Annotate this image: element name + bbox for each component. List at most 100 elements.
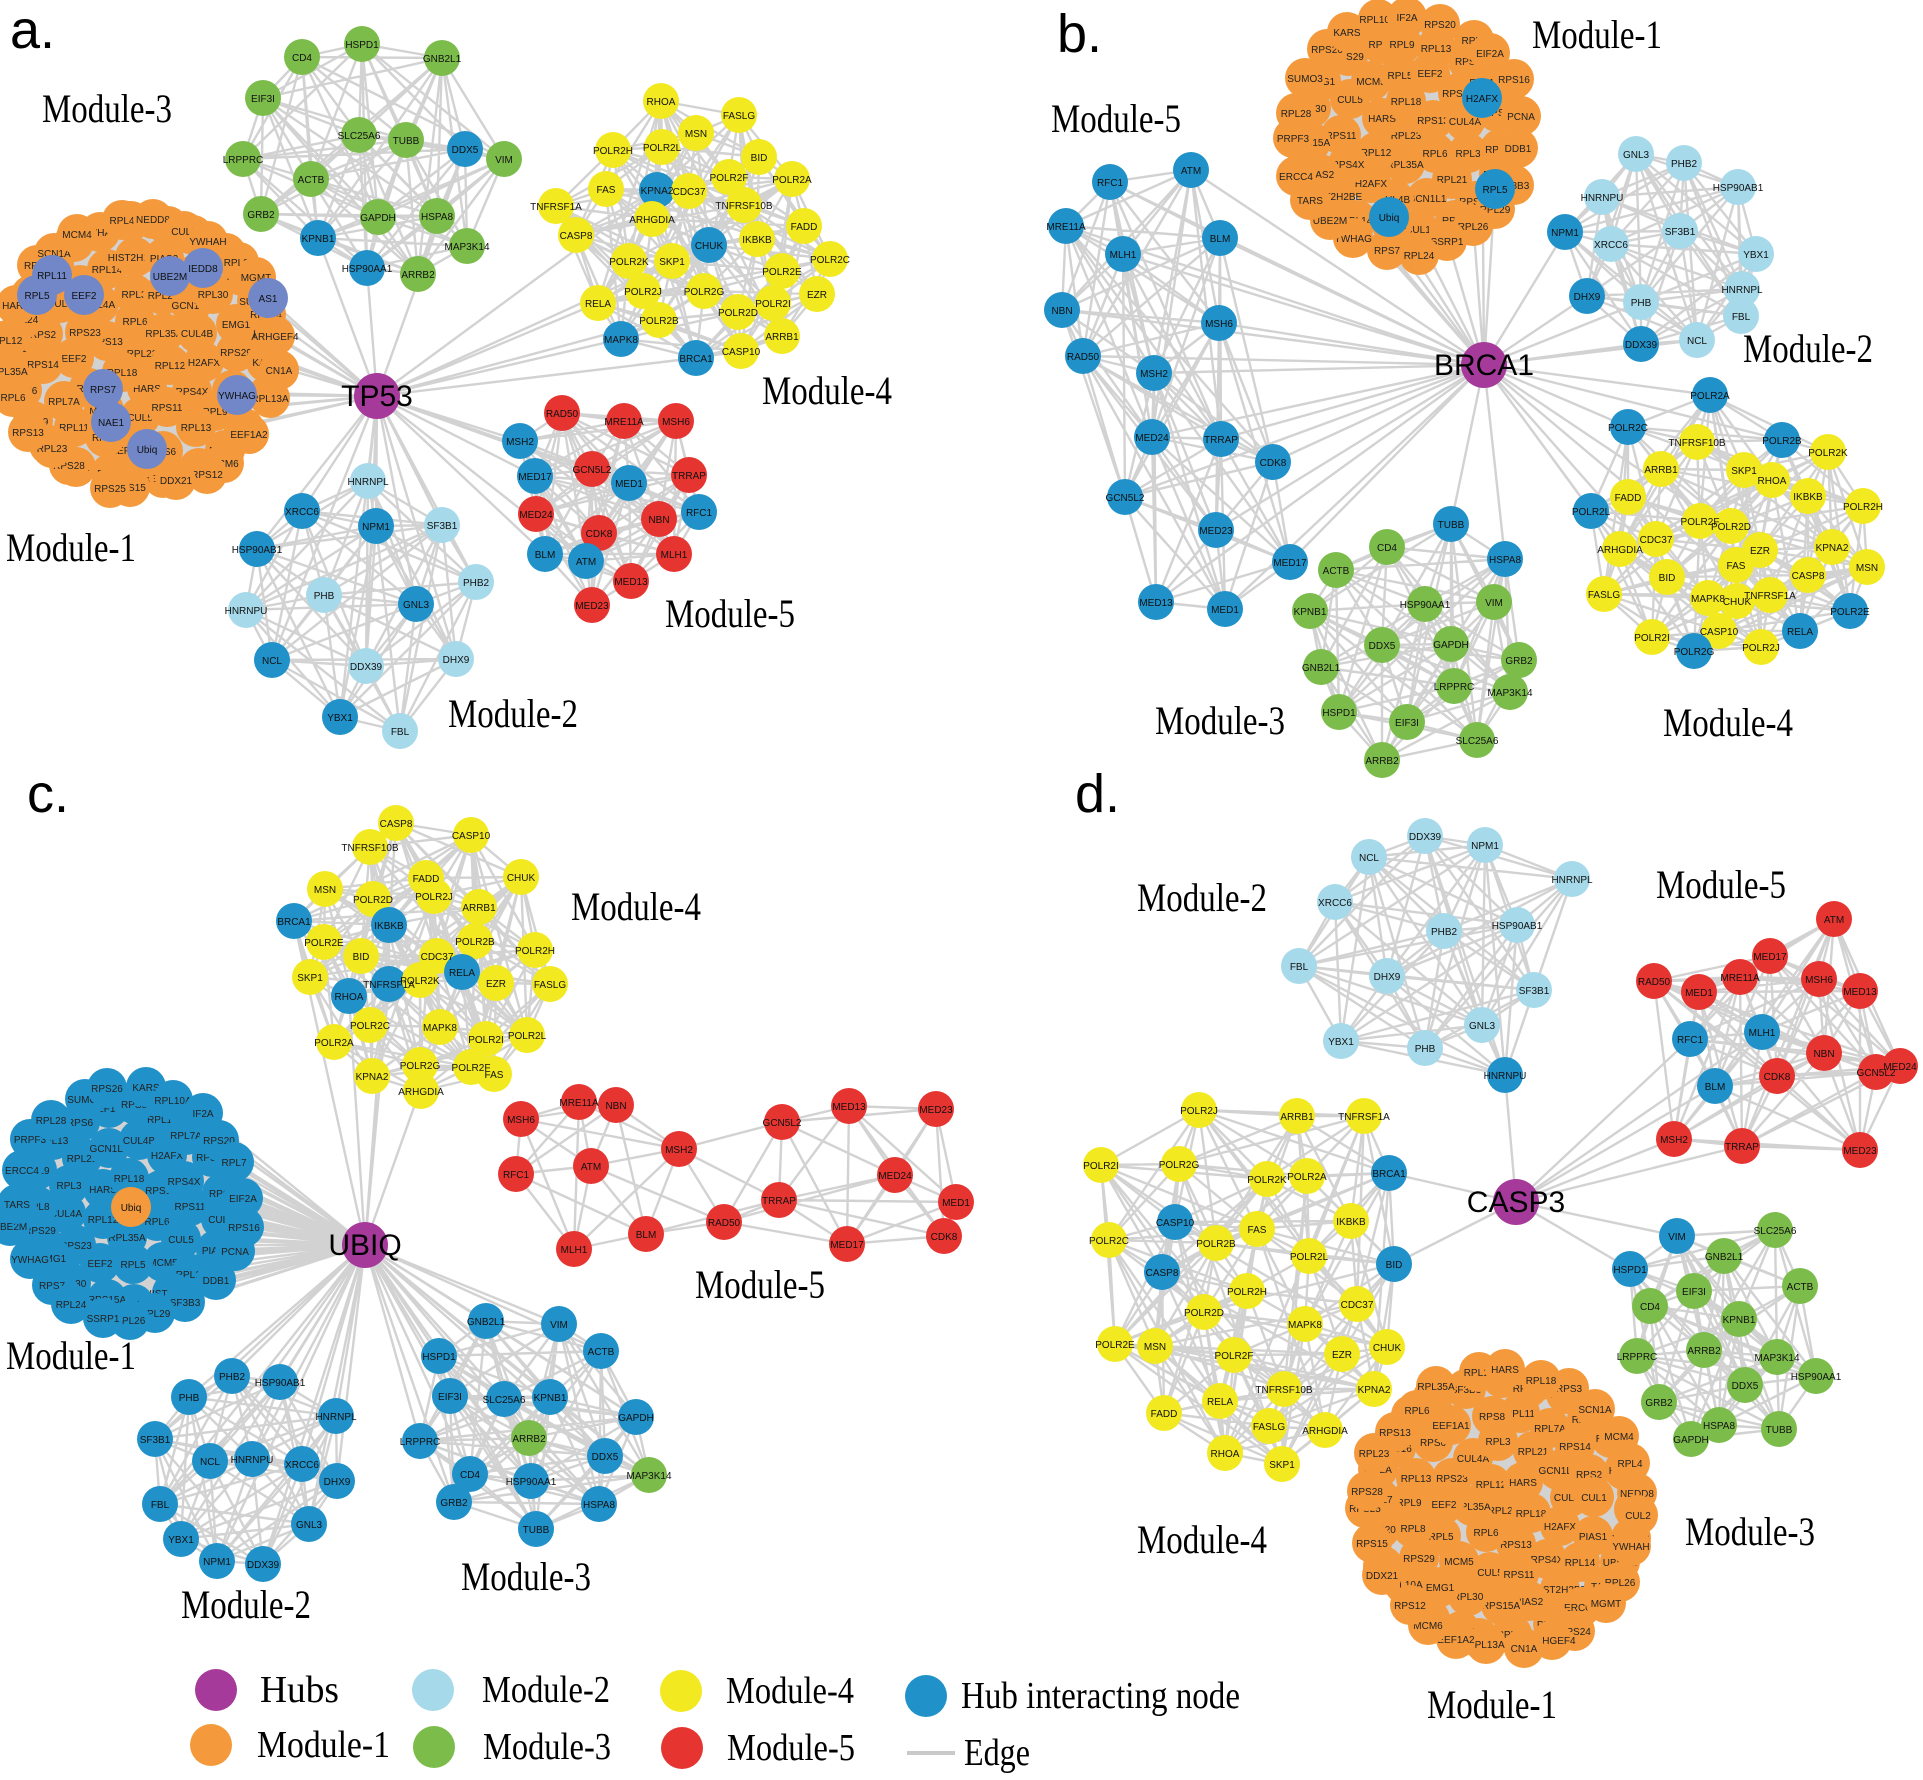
svg-text:NAE1: NAE1 [98,418,125,429]
svg-text:YWHAG: YWHAG [218,391,256,402]
svg-text:DDX39: DDX39 [1625,340,1658,351]
svg-text:SSRP1: SSRP1 [1431,237,1464,248]
svg-text:POLR2K: POLR2K [1247,1175,1287,1186]
svg-text:RELA: RELA [449,968,475,979]
svg-text:RPL7A: RPL7A [48,397,80,408]
svg-text:RPL6: RPL6 [0,393,25,404]
svg-text:CUL5: CUL5 [1477,1568,1503,1579]
svg-text:SCN1A: SCN1A [37,249,71,260]
svg-text:RPS11: RPS11 [1326,131,1357,142]
svg-text:RPS13: RPS13 [91,337,123,348]
svg-text:RPL35A: RPL35A [1453,1502,1491,1513]
svg-text:EMG1: EMG1 [222,320,251,331]
svg-text:FBL: FBL [1290,962,1309,973]
svg-text:RPS7: RPS7 [1374,246,1401,257]
svg-text:MCM4: MCM4 [62,230,92,241]
svg-text:PRPF3: PRPF3 [14,1135,47,1146]
svg-text:MED24: MED24 [519,510,553,521]
svg-text:RPL4: RPL4 [109,216,134,227]
svg-text:PIAS2: PIAS2 [1515,1597,1544,1608]
svg-text:RHOA: RHOA [1758,476,1787,487]
svg-text:KPNB1: KPNB1 [1294,607,1327,618]
svg-text:RPL13: RPL13 [181,423,212,434]
svg-text:MLH1: MLH1 [1749,1028,1776,1039]
svg-text:BLM: BLM [636,1230,657,1241]
svg-text:POLR2A: POLR2A [1690,391,1730,402]
svg-text:PHB: PHB [1415,1044,1436,1055]
svg-text:MSH6: MSH6 [507,1115,535,1126]
svg-text:MRE11A: MRE11A [559,1098,599,1109]
svg-text:DHX9: DHX9 [324,1477,351,1488]
svg-text:HNRNPL: HNRNPL [1551,875,1593,886]
svg-text:HSPD1: HSPD1 [345,40,379,51]
svg-text:FADD: FADD [791,222,818,233]
svg-text:RPL13: RPL13 [1421,44,1452,55]
svg-text:SSRP1: SSRP1 [87,1314,120,1325]
svg-text:POLR2D: POLR2D [1711,522,1751,533]
svg-text:MAP3K14: MAP3K14 [626,1471,671,1482]
svg-text:EEF1A2: EEF1A2 [230,430,268,441]
svg-text:TARS: TARS [4,1200,30,1211]
svg-text:MED24: MED24 [1135,433,1169,444]
svg-text:GCN1L1: GCN1L1 [1408,194,1447,205]
svg-text:MED1: MED1 [1685,988,1713,999]
svg-text:CDK8: CDK8 [586,529,613,540]
svg-text:NPM1: NPM1 [362,522,390,533]
svg-text:POLR2H: POLR2H [593,146,633,157]
svg-text:NEDD8: NEDD8 [1620,1489,1654,1500]
svg-text:SCN1A: SCN1A [1578,1405,1612,1416]
svg-text:YWHAH: YWHAH [1612,1542,1649,1553]
svg-text:MED1: MED1 [942,1198,970,1209]
svg-text:POLR2C: POLR2C [1089,1236,1129,1247]
svg-text:CASP8: CASP8 [380,819,413,830]
svg-text:PHB2: PHB2 [1671,159,1698,170]
svg-text:IKBKB: IKBKB [1336,1217,1366,1228]
svg-text:RPS29: RPS29 [1403,1554,1435,1565]
svg-text:RPS14: RPS14 [27,360,59,371]
svg-text:TNFRSF1A: TNFRSF1A [530,202,582,213]
svg-text:Module-1: Module-1 [6,525,136,570]
svg-text:CD4: CD4 [1377,543,1397,554]
svg-text:EMG1: EMG1 [38,1254,67,1265]
svg-text:RPS13: RPS13 [1500,1540,1532,1551]
svg-text:TRRAP: TRRAP [672,471,706,482]
svg-text:EZR: EZR [486,979,506,990]
svg-text:CDC37: CDC37 [421,952,454,963]
svg-text:RPS4X: RPS4X [1531,1555,1564,1566]
svg-text:POLR2I: POLR2I [468,1035,504,1046]
svg-text:DHX9: DHX9 [443,655,470,666]
svg-text:Module-5: Module-5 [1051,96,1181,141]
svg-text:RPS29: RPS29 [220,348,252,359]
svg-text:NCL: NCL [262,656,282,667]
svg-text:BID: BID [1659,573,1676,584]
svg-text:NBN: NBN [648,515,669,526]
svg-text:HSP90AA1: HSP90AA1 [1791,1372,1842,1383]
svg-text:ARRB1: ARRB1 [1280,1112,1314,1123]
svg-text:CDK8: CDK8 [1764,1072,1791,1083]
svg-text:GAPDH: GAPDH [360,213,396,224]
svg-text:RPL9: RPL9 [202,407,227,418]
svg-text:KPNB1: KPNB1 [534,1393,567,1404]
svg-text:POLR2E: POLR2E [304,938,344,949]
svg-text:RPL5: RPL5 [1387,71,1412,82]
svg-text:RPS28: RPS28 [1351,1487,1383,1498]
svg-text:TNFRSF1A: TNFRSF1A [1338,1112,1390,1123]
svg-text:CUL4A: CUL4A [50,1209,83,1220]
svg-text:NCL: NCL [200,1457,220,1468]
svg-text:FADD: FADD [1151,1409,1178,1420]
svg-text:Module-1: Module-1 [1427,1682,1557,1727]
svg-text:HARS: HARS [1509,1478,1537,1489]
svg-text:Module-1: Module-1 [1532,12,1662,57]
svg-text:GRB2: GRB2 [1505,656,1533,667]
svg-text:MRE11A: MRE11A [604,417,644,428]
svg-text:SF3B3: SF3B3 [170,1298,201,1309]
svg-text:UBE2M: UBE2M [153,272,187,283]
svg-text:EEF2: EEF2 [1417,69,1442,80]
svg-text:RPS26: RPS26 [1311,45,1343,56]
svg-text:POLR2J: POLR2J [1180,1106,1218,1117]
svg-text:HNRNPU: HNRNPU [1484,1071,1527,1082]
svg-text:RPL10A: RPL10A [154,1096,192,1107]
svg-text:LRPPRC: LRPPRC [400,1437,441,1448]
svg-text:MCM4: MCM4 [1604,1432,1634,1443]
svg-text:BRCA1: BRCA1 [1434,349,1534,382]
